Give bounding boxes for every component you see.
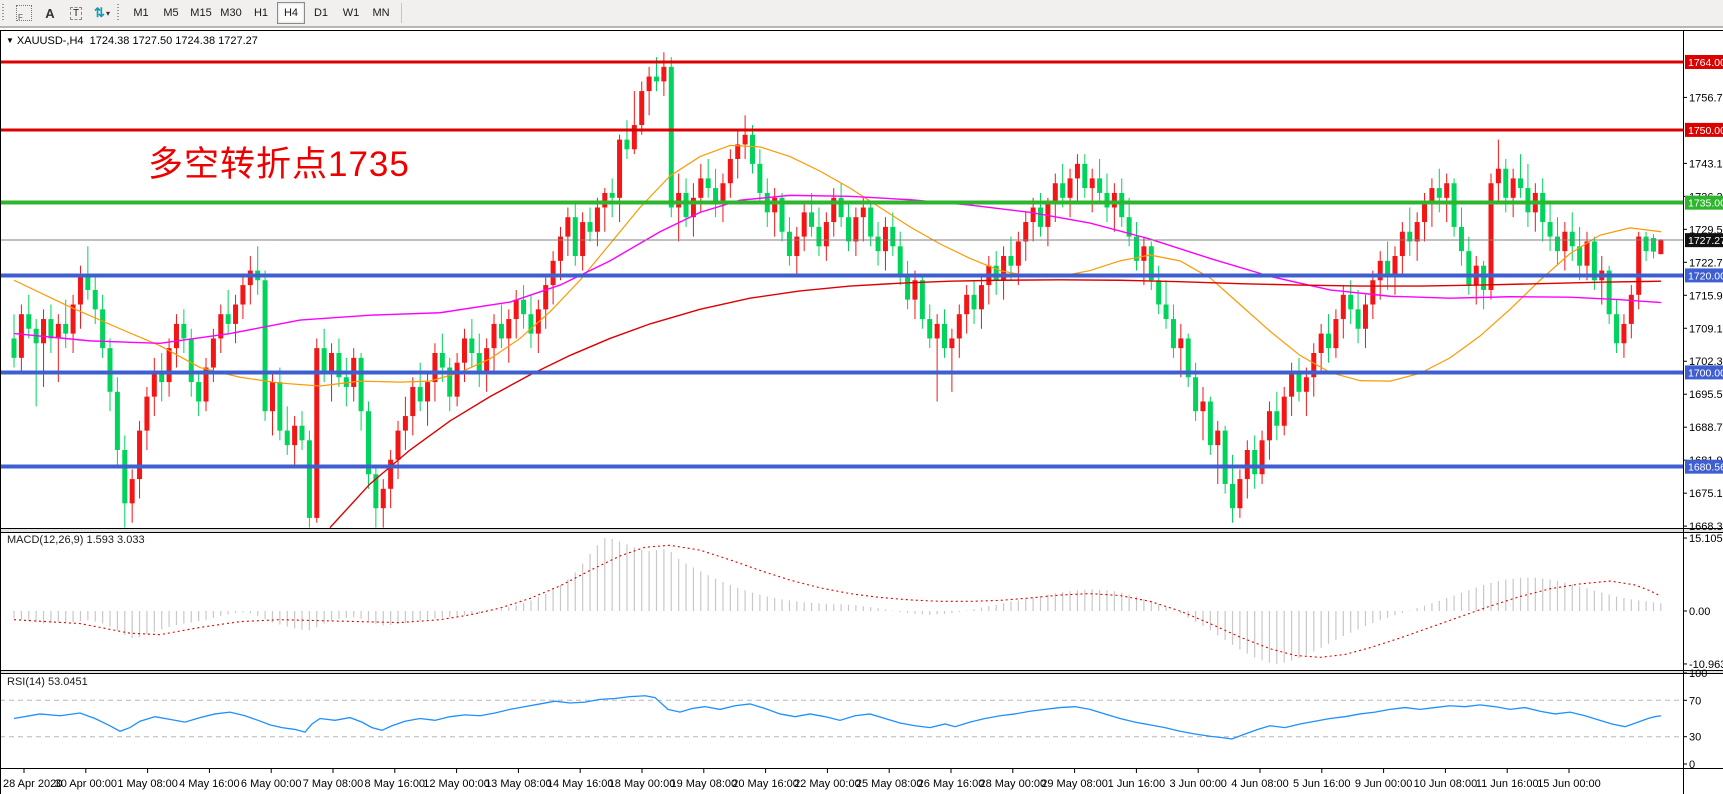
timeframe-button-m15[interactable]: M15 [190, 7, 212, 19]
timeframe-button-h1[interactable]: H1 [253, 7, 269, 19]
time-tick-label: 29 May 08:00 [1041, 778, 1108, 790]
time-tick-label: 4 Jun 08:00 [1231, 778, 1289, 790]
price-badge-label: 1735.00 [1688, 198, 1723, 210]
rsi-axis-label: 0 [1689, 759, 1695, 771]
macd-axis-label: -10.963 [1689, 659, 1723, 671]
timeframe-button-m5[interactable]: M5 [163, 7, 179, 19]
price-chart-canvas[interactable]: 1756.701743.101736.301729.501722.701715.… [0, 30, 1723, 794]
macd-indicator-label: MACD(12,26,9) 1.593 3.033 [7, 534, 145, 546]
time-tick-label: 26 May 16:00 [918, 778, 985, 790]
price-badge [1685, 122, 1723, 137]
time-tick-label: 7 May 08:00 [303, 778, 364, 790]
time-tick-label: 28 Apr 2020 [3, 778, 62, 790]
price-badge-label: 1720.00 [1688, 270, 1723, 282]
macd-axis-label: 15.105 [1689, 533, 1723, 545]
price-tick-label: 1688.70 [1689, 422, 1723, 434]
chart-shift-icon[interactable]: F [12, 2, 36, 24]
price-badge [1685, 233, 1723, 248]
chevron-down-icon: ▾ [105, 8, 110, 18]
time-tick-label: 30 Apr 00:00 [55, 778, 117, 790]
text-label-icon[interactable]: T [64, 2, 88, 24]
price-badge-label: 1680.56 [1688, 462, 1723, 474]
time-tick-label: 11 Jun 16:00 [1476, 778, 1539, 790]
ma-orange [13, 144, 1662, 387]
price-badge-label: 1764.00 [1688, 57, 1723, 69]
rsi-axis-label: 70 [1689, 695, 1701, 707]
time-tick-label: 19 May 08:00 [670, 778, 737, 790]
timeframe-button-w1[interactable]: W1 [342, 7, 360, 19]
rsi-axis-label: 100 [1689, 668, 1707, 680]
time-tick-label: 28 May 00:00 [979, 778, 1046, 790]
time-tick-label: 13 May 08:00 [485, 778, 552, 790]
macd-signal-line [13, 544, 1662, 658]
macd-layer [13, 538, 1662, 665]
symbol-ohlc-text: XAUUSD-,H4 1724.38 1727.50 1724.38 1727.… [16, 35, 258, 47]
price-badge [1685, 268, 1723, 283]
time-tick-label: 8 May 16:00 [365, 778, 426, 790]
time-tick-label: 12 May 00:00 [423, 778, 490, 790]
time-tick-label: 6 May 00:00 [241, 778, 302, 790]
time-tick-label: 3 Jun 00:00 [1169, 778, 1227, 790]
chart-window[interactable]: 1756.701743.101736.301729.501722.701715.… [0, 30, 1723, 794]
time-tick-label: 1 May 08:00 [117, 778, 178, 790]
toolbar-drag-handle[interactable] [117, 4, 122, 22]
timeframe-button-d1[interactable]: D1 [313, 7, 329, 19]
price-badge [1685, 459, 1723, 474]
time-tick-label: 4 May 16:00 [179, 778, 240, 790]
ma-magenta [13, 194, 1662, 345]
time-tick-label: 9 Jun 00:00 [1355, 778, 1413, 790]
time-tick-label: 20 May 16:00 [732, 778, 799, 790]
price-tick-label: 1743.10 [1689, 158, 1723, 170]
price-badge-label: 1727.27 [1688, 235, 1723, 247]
timeframe-button-mn[interactable]: MN [372, 7, 390, 19]
timeframe-button-group: M1 M5 M15 M30 H1 H4 D1 W1 MN [126, 2, 396, 24]
time-tick-label: 10 Jun 08:00 [1414, 778, 1478, 790]
price-axis[interactable]: 1756.701743.101736.301729.501722.701715.… [1683, 55, 1723, 771]
price-badge-label: 1700.00 [1688, 367, 1723, 379]
price-tick-label: 1668.30 [1689, 521, 1723, 533]
macd-axis-label: 0.00 [1689, 606, 1710, 618]
price-tick-label: 1722.70 [1689, 257, 1723, 269]
time-tick-label: 25 May 08:00 [856, 778, 923, 790]
ma-red [329, 279, 1662, 528]
price-badge [1685, 195, 1723, 210]
price-badge [1685, 55, 1723, 69]
time-tick-label: 5 Jun 16:00 [1293, 778, 1351, 790]
toolbar-separator [401, 3, 402, 23]
rsi-line [13, 695, 1662, 740]
pane-borders [0, 30, 1723, 794]
time-tick-label: 22 May 00:00 [794, 778, 861, 790]
timeframe-button-m1[interactable]: M1 [133, 7, 149, 19]
rsi-indicator-label: RSI(14) 53.0451 [7, 676, 88, 688]
rsi-axis-label: 30 [1689, 732, 1701, 744]
indicators-icon[interactable]: ⇅ ▾ [94, 5, 110, 20]
timeframe-button-m30[interactable]: M30 [220, 7, 242, 19]
price-tick-label: 1702.30 [1689, 356, 1723, 368]
rsi-layer [0, 695, 1683, 740]
time-tick-label: 1 Jun 16:00 [1108, 778, 1166, 790]
price-tick-label: 1756.70 [1689, 92, 1723, 104]
time-tick-label: 14 May 16:00 [547, 778, 614, 790]
time-tick-label: 18 May 00:00 [609, 778, 676, 790]
symbol-ohlc-readout[interactable]: ▼ XAUUSD-,H4 1724.38 1727.50 1724.38 1727… [6, 35, 258, 47]
price-tick-label: 1675.10 [1689, 488, 1723, 500]
toolbar-drag-handle[interactable] [2, 4, 7, 22]
horizontal-lines-layer[interactable] [0, 60, 1683, 469]
top-toolbar: F A T ⇅ ▾ M1 M5 M15 M30 H1 H4 D1 W1 MN [0, 0, 1723, 28]
price-tick-label: 1709.10 [1689, 323, 1723, 335]
moving-averages-layer [13, 144, 1662, 528]
chart-text-annotation: 多空转折点1735 [148, 145, 410, 184]
price-badge-label: 1750.00 [1688, 125, 1723, 137]
time-tick-label: 15 Jun 00:00 [1537, 778, 1601, 790]
symbol-dropdown-icon[interactable]: ▼ [6, 36, 14, 45]
price-tick-label: 1715.90 [1689, 290, 1723, 302]
price-tick-label: 1695.50 [1689, 389, 1723, 401]
price-badge [1685, 365, 1723, 380]
timeframe-button-h4[interactable]: H4 [277, 2, 305, 24]
crosshair-text-icon[interactable]: A [45, 5, 55, 21]
